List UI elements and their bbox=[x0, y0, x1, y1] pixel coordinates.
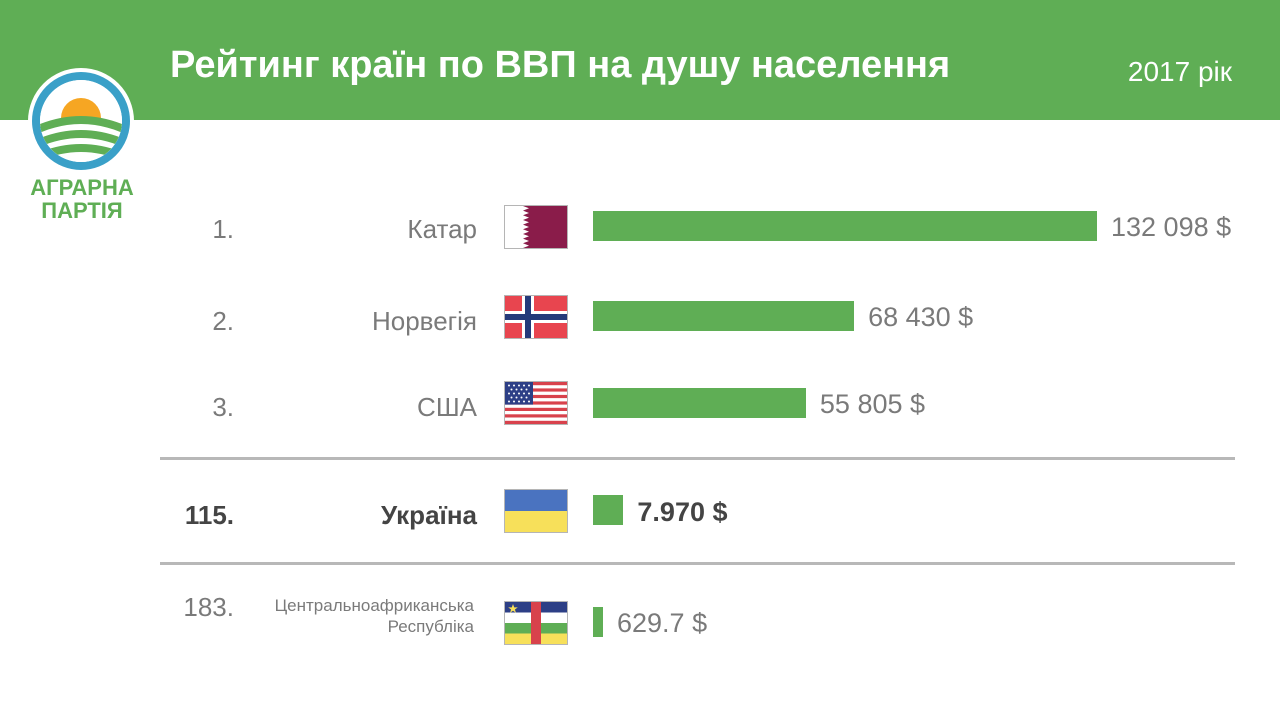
country-label: Центральноафриканська Республіка bbox=[274, 596, 474, 636]
bar bbox=[593, 211, 1097, 241]
bar bbox=[593, 495, 624, 525]
rank-label: 183. bbox=[183, 592, 234, 622]
logo-line-1: АГРАРНА bbox=[30, 175, 134, 200]
country-label: Норвегія bbox=[371, 306, 477, 336]
value-label: 629.7 $ bbox=[617, 608, 708, 638]
rank-label: 115. bbox=[184, 500, 234, 530]
country-label: Україна bbox=[380, 500, 477, 530]
rank-label: 2. bbox=[212, 306, 234, 336]
rank-label: 1. bbox=[212, 214, 234, 244]
value-label: 68 430 $ bbox=[868, 302, 974, 332]
bar bbox=[593, 607, 603, 637]
norway-flag-icon bbox=[504, 295, 568, 339]
party-logo-text: АГРАРНА ПАРТІЯ bbox=[20, 176, 144, 222]
value-label: 132 098 $ bbox=[1111, 212, 1232, 242]
rank-label: 3. bbox=[212, 392, 234, 422]
usa-flag-icon bbox=[504, 381, 568, 425]
page-title: Рейтинг країн по ВВП на душу населення bbox=[170, 44, 951, 86]
bar bbox=[593, 388, 806, 418]
bar bbox=[593, 301, 855, 331]
logo-line-2: ПАРТІЯ bbox=[41, 198, 123, 223]
central-african-republic-flag-icon bbox=[504, 601, 568, 645]
value-label: 55 805 $ bbox=[819, 389, 926, 419]
divider bbox=[160, 562, 1235, 565]
divider bbox=[160, 457, 1235, 460]
country-label: США bbox=[417, 392, 477, 422]
header-bar bbox=[0, 0, 1280, 120]
year-label: 2017 рік bbox=[1127, 56, 1232, 87]
ukraine-flag-icon bbox=[504, 489, 568, 533]
value-label: 7.970 $ bbox=[637, 497, 728, 527]
party-logo-icon bbox=[28, 68, 134, 174]
country-label: Катар bbox=[407, 214, 477, 244]
qatar-flag-icon bbox=[504, 205, 568, 249]
